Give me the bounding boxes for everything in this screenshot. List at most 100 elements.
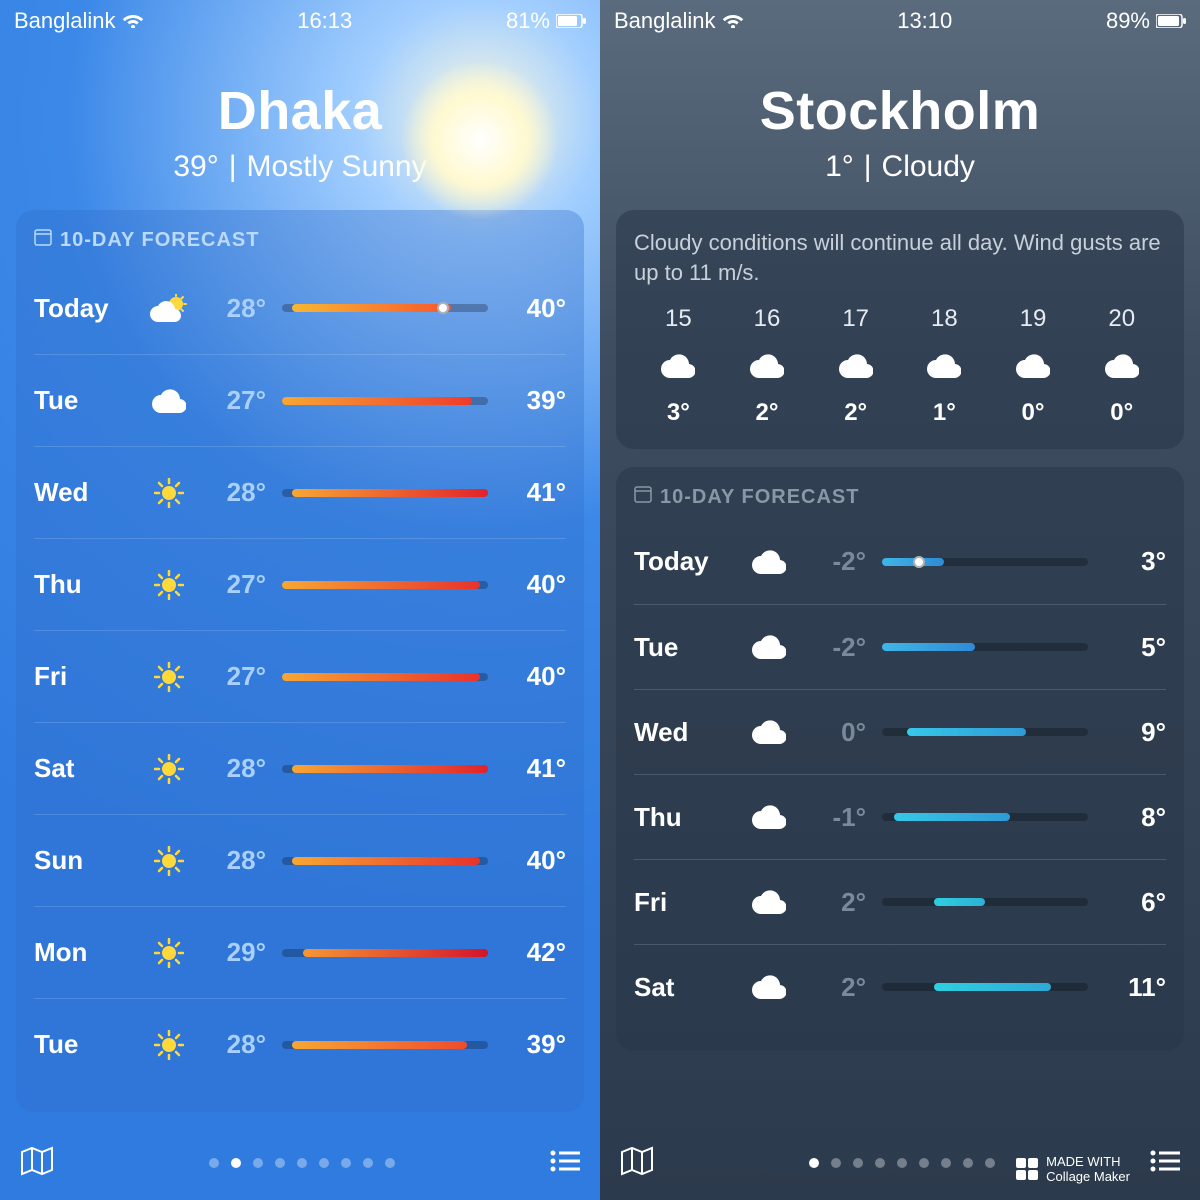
page-dot[interactable] [341,1158,351,1168]
high-temp: 40° [496,845,566,876]
low-temp: -2° [804,546,874,577]
page-dot[interactable] [875,1158,885,1168]
high-temp: 9° [1096,717,1166,748]
temp-range-bar [282,673,488,681]
forecast-card[interactable]: 10-DAY FORECAST Today-2°3°Tue-2°5°Wed0°9… [616,467,1184,1051]
forecast-row[interactable]: Sun28°40° [34,814,566,906]
weather-icon [134,570,204,600]
weather-icon [734,975,804,999]
map-icon[interactable] [20,1146,54,1181]
temp-range-bar [882,813,1088,821]
page-dot[interactable] [941,1158,951,1168]
day-label: Mon [34,937,134,968]
low-temp: 2° [804,887,874,918]
day-label: Sat [634,972,734,1003]
battery-icon [1156,8,1186,34]
page-dot[interactable] [231,1158,241,1168]
city-name: Stockholm [600,80,1200,142]
low-temp: 29° [204,937,274,968]
clock-label: 13:10 [897,8,952,34]
day-label: Fri [34,661,134,692]
day-label: Thu [634,802,734,833]
status-bar: Banglalink 13:10 89% [600,0,1200,34]
high-temp: 40° [496,293,566,324]
forecast-row[interactable]: Tue27°39° [34,354,566,446]
hour-label: 17 [811,305,900,333]
bottom-bar [0,1126,600,1200]
forecast-row[interactable]: Fri27°40° [34,630,566,722]
low-temp: 28° [204,753,274,784]
page-dot[interactable] [385,1158,395,1168]
forecast-row[interactable]: Wed28°41° [34,446,566,538]
hour-temp: 0° [989,399,1078,427]
page-dot[interactable] [985,1158,995,1168]
forecast-row[interactable]: Tue-2°5° [634,604,1166,689]
forecast-row[interactable]: Today-2°3° [634,519,1166,604]
hour-temp: 2° [723,399,812,427]
map-icon[interactable] [620,1146,654,1181]
hour-temp: 2° [811,399,900,427]
page-dot[interactable] [275,1158,285,1168]
page-dot[interactable] [963,1158,973,1168]
list-icon[interactable] [1150,1149,1180,1178]
page-dot[interactable] [297,1158,307,1168]
forecast-row[interactable]: Sat2°11° [634,944,1166,1029]
high-temp: 40° [496,569,566,600]
day-label: Sat [34,753,134,784]
cloud-icon [811,351,900,381]
weather-icon [134,662,204,692]
sun-glow [400,60,560,220]
low-temp: -2° [804,632,874,663]
high-temp: 42° [496,937,566,968]
clock-label: 16:13 [297,8,352,34]
forecast-row[interactable]: Today28°40° [34,262,566,354]
city-header: Stockholm 1°|Cloudy [600,80,1200,184]
page-dot[interactable] [209,1158,219,1168]
day-label: Today [34,293,134,324]
forecast-card[interactable]: 10-DAY FORECAST Today28°40°Tue27°39°Wed2… [16,210,584,1112]
weather-icon [134,1030,204,1060]
page-dot[interactable] [253,1158,263,1168]
page-dot[interactable] [853,1158,863,1168]
temp-range-bar [282,1041,488,1049]
forecast-row[interactable]: Sat28°41° [34,722,566,814]
weather-icon [734,890,804,914]
page-dot[interactable] [809,1158,819,1168]
current-temp: 1° [825,150,854,183]
high-temp: 11° [1096,972,1166,1003]
hour-label: 15 [634,305,723,333]
page-dots[interactable] [209,1158,395,1168]
cloud-icon [723,351,812,381]
hour-label: 18 [900,305,989,333]
hour-cell: 200° [1077,305,1166,427]
temp-range-bar [282,765,488,773]
page-dot[interactable] [363,1158,373,1168]
high-temp: 6° [1096,887,1166,918]
low-temp: 27° [204,385,274,416]
forecast-row[interactable]: Fri2°6° [634,859,1166,944]
forecast-list: Today-2°3°Tue-2°5°Wed0°9°Thu-1°8°Fri2°6°… [634,519,1166,1029]
temp-range-bar [882,558,1088,566]
list-icon[interactable] [550,1149,580,1178]
low-temp: -1° [804,802,874,833]
hourly-card[interactable]: Cloudy conditions will continue all day.… [616,210,1184,449]
forecast-row[interactable]: Mon 29° 42° [34,906,566,998]
temp-range-bar [282,581,488,589]
forecast-row[interactable]: Tue28°39° [34,998,566,1090]
battery-percent: 89% [1106,8,1150,34]
high-temp: 39° [496,385,566,416]
page-dot[interactable] [897,1158,907,1168]
forecast-row[interactable]: Thu27°40° [34,538,566,630]
cloud-icon [634,351,723,381]
forecast-row[interactable]: Thu-1°8° [634,774,1166,859]
page-dots[interactable] [809,1158,995,1168]
battery-percent: 81% [506,8,550,34]
page-dot[interactable] [831,1158,841,1168]
page-dot[interactable] [919,1158,929,1168]
day-label: Wed [634,717,734,748]
page-dot[interactable] [319,1158,329,1168]
low-temp: 28° [204,477,274,508]
condition-text: Mostly Sunny [247,150,427,183]
forecast-row[interactable]: Wed0°9° [634,689,1166,774]
weather-icon [134,754,204,784]
